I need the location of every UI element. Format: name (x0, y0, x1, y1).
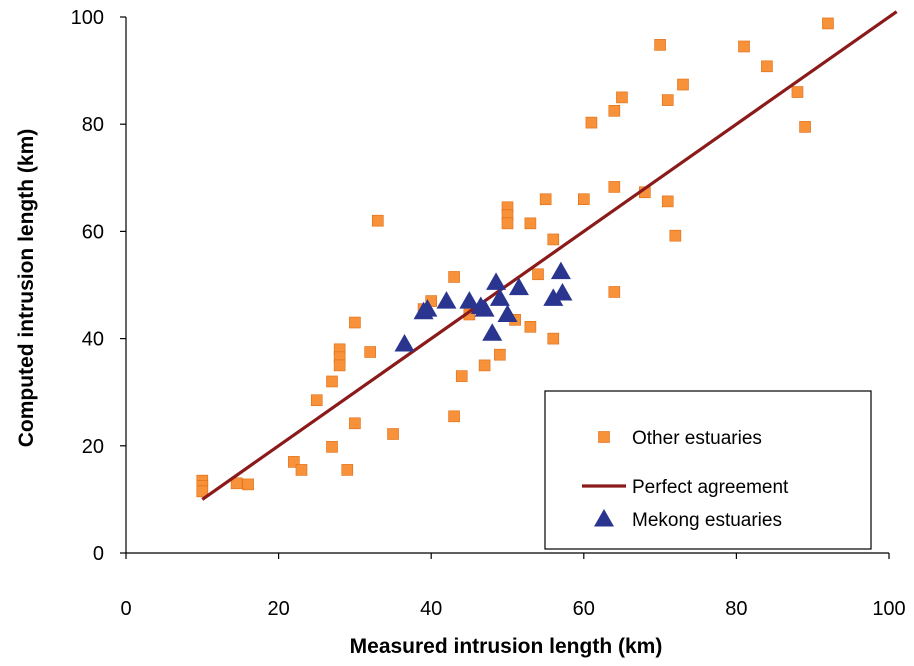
other-estuary-point (341, 464, 354, 476)
other-estuary-point (547, 332, 560, 345)
other-estuary-point (761, 60, 773, 73)
mekong-estuary-point (459, 291, 480, 309)
mekong-estuary-point (543, 288, 564, 306)
other-estuary-point (295, 464, 308, 476)
legend: Other estuaries Perfect agreement Mekong e… (544, 390, 872, 550)
x-axis-title: Measured intrusion length (km) (350, 635, 663, 658)
other-estuary-point (661, 195, 674, 208)
x-tick-label: 20 (267, 598, 289, 620)
y-axis-title: Computed intrusion length (km) (15, 129, 38, 447)
other-estuary-point (608, 181, 621, 193)
x-tick-label: 100 (872, 598, 905, 620)
other-estuary-point (577, 193, 590, 206)
series-mekong-estuaries (394, 261, 573, 352)
series-other-estuaries (196, 17, 834, 498)
other-estuary-point (478, 359, 491, 372)
other-estuary-point (349, 316, 361, 329)
legend-entry: Perfect agreement (582, 477, 789, 498)
other-estuary-point (196, 485, 209, 498)
x-tick-label: 0 (120, 598, 131, 620)
other-estuary-point (524, 321, 537, 333)
other-estuary-point (310, 394, 323, 407)
legend-triangle-swatch (594, 509, 614, 527)
other-estuary-point (608, 286, 621, 298)
y-tick-label: 100 (71, 7, 104, 29)
legend-square-swatch (598, 431, 610, 443)
other-estuary-point (616, 91, 628, 104)
other-estuary-point (661, 94, 674, 106)
mekong-estuary-point (552, 283, 573, 301)
other-estuary-point (288, 456, 300, 468)
plot-area: 0 20 40 60 80 100 0 20 40 60 80 100 (71, 7, 906, 620)
other-estuary-point (822, 17, 834, 30)
x-tick-label: 80 (725, 598, 747, 620)
mekong-estuary-point (508, 277, 529, 296)
other-estuary-point (654, 39, 666, 51)
series-perfect-agreement (201, 10, 898, 501)
other-estuary-point (455, 370, 468, 382)
other-estuary-point (501, 217, 514, 230)
legend-entry: Mekong estuaries (594, 509, 782, 531)
other-estuary-point (371, 214, 384, 227)
series-layer (196, 10, 898, 501)
other-estuary-point (326, 375, 338, 388)
legend-label: Other estuaries (632, 428, 762, 449)
other-estuary-point (791, 86, 804, 98)
y-tick-label: 40 (82, 329, 104, 351)
y-tick-label: 60 (82, 221, 104, 243)
other-estuary-point (448, 410, 460, 423)
mekong-estuary-point (550, 261, 571, 280)
x-axis-ticks: 0 20 40 60 80 100 (120, 553, 906, 620)
mekong-estuary-point (394, 333, 415, 352)
other-estuary-point (677, 78, 689, 91)
other-estuary-point (532, 268, 544, 281)
legend-box (544, 390, 872, 550)
other-estuary-point (524, 217, 537, 230)
mekong-estuary-point (436, 291, 457, 309)
other-estuary-point (333, 359, 346, 372)
other-estuary-point (539, 193, 552, 206)
y-tick-label: 0 (93, 543, 104, 565)
legend-label: Mekong estuaries (632, 510, 782, 531)
other-estuary-point (494, 348, 506, 361)
mekong-estuary-point (417, 299, 438, 317)
mekong-estuary-point (486, 272, 507, 290)
other-estuary-point (364, 346, 376, 358)
other-estuary-point (669, 229, 682, 242)
other-estuary-point (547, 233, 560, 246)
legend-entry: Other estuaries (598, 428, 762, 449)
y-tick-label: 80 (82, 114, 104, 136)
other-estuary-point (448, 271, 460, 283)
other-estuary-point (349, 417, 361, 430)
legend-label: Perfect agreement (632, 477, 789, 498)
mekong-estuary-point (482, 323, 503, 341)
y-axis-ticks: 0 20 40 60 80 100 (71, 7, 126, 565)
other-estuary-point (242, 478, 254, 491)
other-estuary-point (585, 116, 598, 129)
y-tick-label: 20 (82, 436, 104, 458)
mekong-estuary-point (474, 299, 495, 317)
x-tick-label: 60 (573, 598, 595, 620)
other-estuary-point (799, 121, 811, 133)
other-estuary-point (608, 105, 621, 117)
other-estuary-point (326, 441, 338, 453)
mekong-estuary-point (497, 304, 518, 322)
x-tick-label: 40 (420, 598, 442, 620)
other-estuary-point (230, 477, 243, 490)
perfect-agreement-line (201, 10, 898, 501)
mekong-estuary-point (489, 288, 510, 306)
other-estuary-point (387, 428, 399, 440)
other-estuary-point (738, 40, 750, 53)
